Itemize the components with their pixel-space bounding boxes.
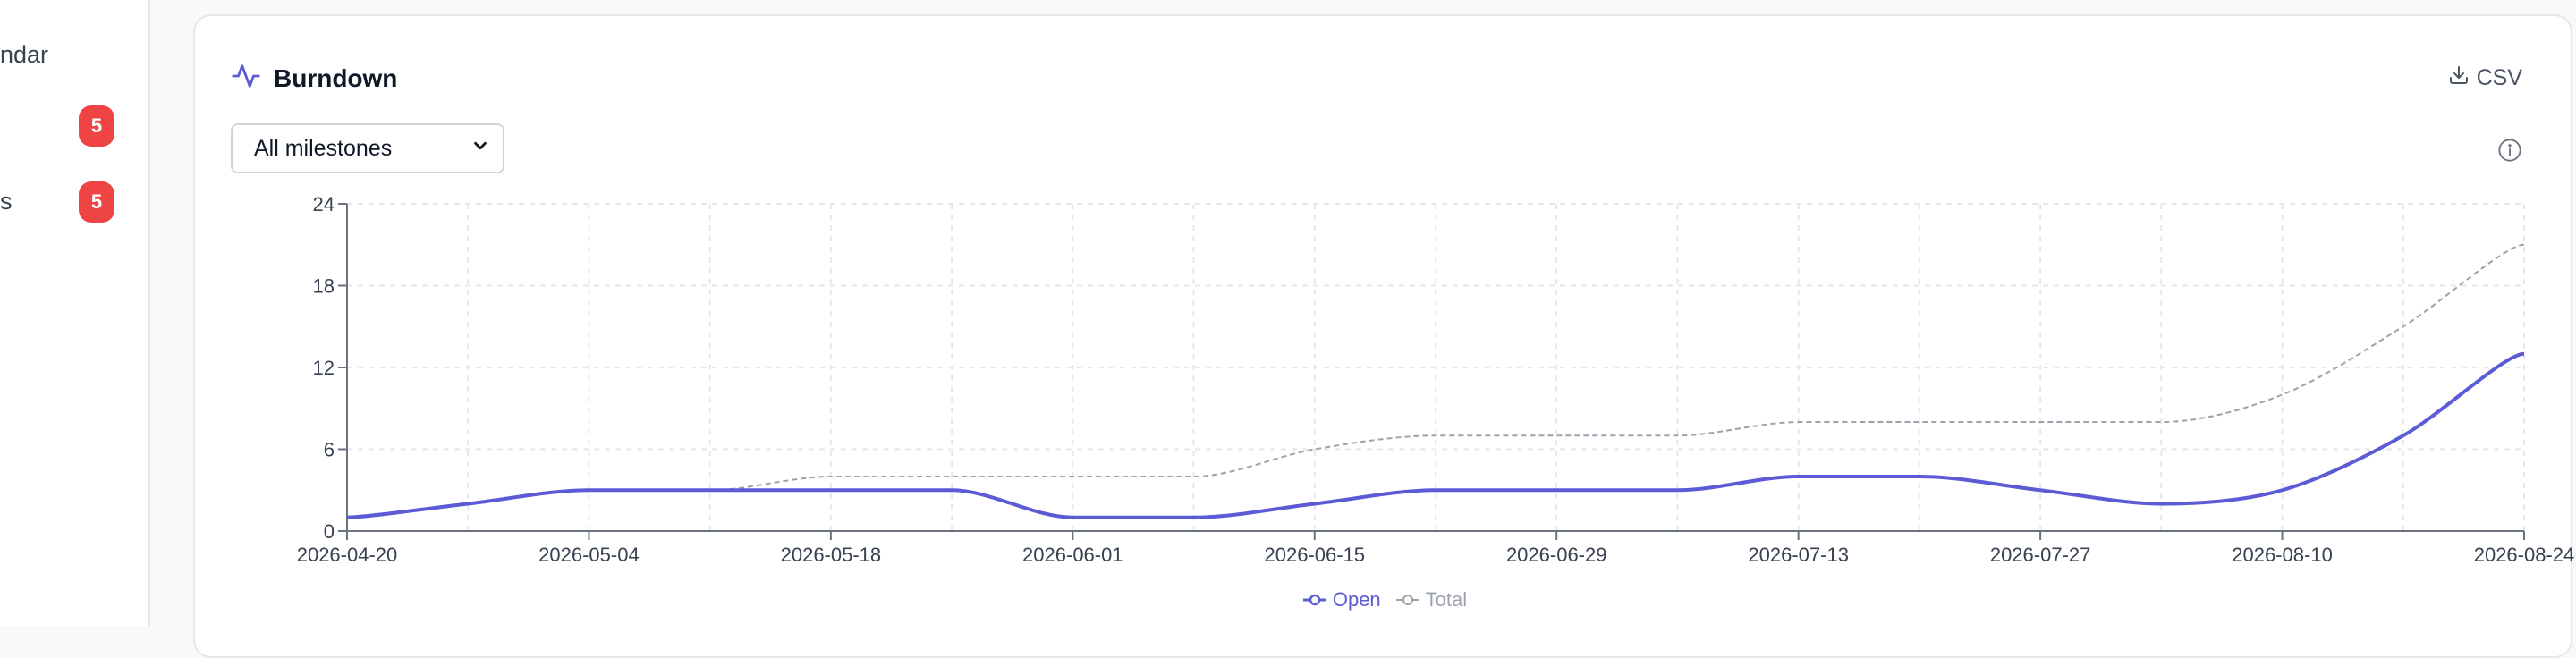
legend-label-total: Total (1425, 588, 1468, 611)
series-line-total (346, 243, 2525, 519)
card-header: Burndown (231, 61, 397, 96)
legend-open-swatch (1302, 594, 1326, 606)
notification-badge: 5 (79, 181, 114, 223)
x-tick-label: 2026-08-24 (2474, 544, 2574, 566)
burndown-card: Burndown CSV All milestones 0 6 12 18 24 2026… (193, 14, 2574, 658)
x-tick-label: 2026-05-18 (781, 544, 882, 566)
chart-legend: Open Total (195, 588, 2574, 612)
x-tick-label: 2026-04-20 (297, 544, 398, 566)
csv-label: CSV (2476, 65, 2522, 90)
x-tick-label: 2026-08-10 (2232, 544, 2333, 566)
legend-total-swatch (1395, 595, 1419, 605)
sidebar-item-calendar[interactable]: ndar (0, 41, 48, 69)
y-tick-label: 6 (324, 439, 335, 461)
milestone-select[interactable]: All milestones (231, 123, 504, 173)
legend-item-open[interactable]: Open (1302, 588, 1381, 612)
activity-icon (231, 61, 261, 96)
notification-badge: 5 (79, 105, 114, 147)
csv-download-button[interactable]: CSV (2448, 64, 2522, 92)
x-tick-label: 2026-05-04 (538, 544, 640, 566)
sidebar-item-label: ndar (0, 41, 49, 68)
milestone-select-value: All milestones (254, 135, 393, 161)
series-line-open (346, 351, 2525, 519)
chevron-down-icon (470, 136, 490, 162)
info-icon[interactable] (2497, 138, 2522, 163)
x-tick-label: 2026-07-27 (1990, 544, 2091, 566)
x-tick-label: 2026-06-01 (1022, 544, 1123, 566)
x-tick-label: 2026-06-15 (1265, 544, 1366, 566)
legend-label-open: Open (1332, 588, 1381, 611)
x-tick-label: 2026-07-13 (1748, 544, 1849, 566)
y-tick-label: 24 (313, 193, 335, 215)
y-tick-label: 0 (324, 520, 335, 543)
sidebar-item-issues[interactable]: s (0, 188, 13, 215)
sidebar: ndar 5 s 5 (0, 0, 150, 626)
y-tick-label: 12 (313, 357, 335, 379)
x-tick-label: 2026-06-29 (1506, 544, 1607, 566)
burndown-chart: 0 6 12 18 24 2026-04-20 2026-05-04 2026-05-18 20… (297, 193, 2574, 566)
card-title: Burndown (274, 63, 398, 92)
sidebar-item-label: s (0, 188, 13, 215)
download-icon (2448, 64, 2470, 92)
y-tick-label: 18 (313, 275, 335, 298)
legend-item-total[interactable]: Total (1395, 588, 1467, 612)
